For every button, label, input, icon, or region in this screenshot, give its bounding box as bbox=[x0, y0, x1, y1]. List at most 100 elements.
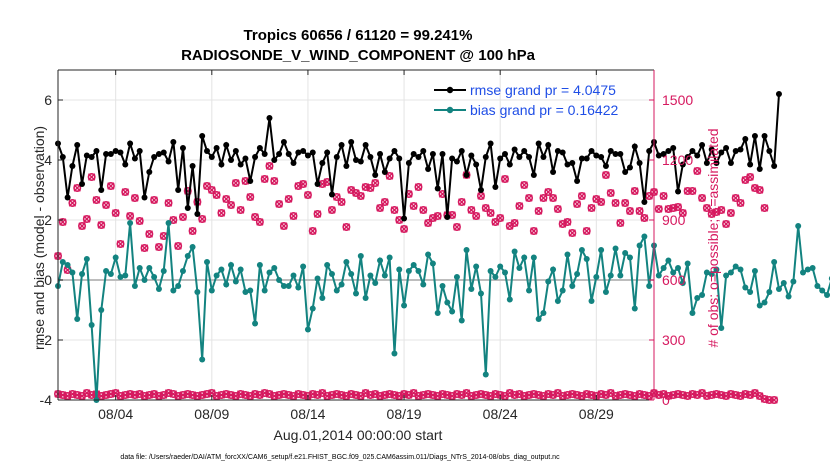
obs-count-point bbox=[111, 209, 120, 218]
bias-point bbox=[718, 325, 725, 331]
rmse-point bbox=[223, 142, 230, 148]
bias-point bbox=[136, 265, 143, 271]
rmse-point bbox=[74, 142, 81, 148]
bias-point bbox=[703, 269, 710, 276]
y-tick-label-right: 900 bbox=[662, 212, 686, 228]
obs-count-point bbox=[313, 210, 322, 219]
bias-point bbox=[593, 274, 600, 280]
rmse-point bbox=[232, 148, 239, 154]
obs-count-cross bbox=[270, 177, 278, 185]
rmse-point bbox=[545, 142, 552, 148]
obs-count-cross bbox=[506, 389, 514, 397]
obs-count-circle bbox=[97, 221, 106, 230]
bias-point bbox=[353, 290, 359, 297]
obs-count-point bbox=[150, 196, 159, 205]
rmse-point bbox=[103, 151, 110, 157]
obs-count-circle bbox=[284, 195, 293, 204]
bias-point bbox=[314, 275, 321, 282]
bias-point bbox=[554, 298, 561, 304]
obs-count-circle bbox=[289, 212, 298, 221]
rmse-point bbox=[473, 161, 480, 168]
obs-count-circle bbox=[303, 191, 312, 200]
obs-count-circle bbox=[606, 189, 615, 198]
obs-count-cross bbox=[92, 196, 101, 204]
bias-point bbox=[747, 289, 754, 295]
obs-count-circle bbox=[87, 173, 96, 182]
obs-count-circle bbox=[674, 203, 683, 212]
bias-point bbox=[112, 254, 119, 261]
rmse-point bbox=[127, 140, 134, 147]
rmse-point bbox=[665, 148, 672, 154]
rmse-point bbox=[530, 172, 537, 178]
obs-count-circle bbox=[279, 222, 288, 231]
rmse-point bbox=[155, 151, 162, 157]
rmse-point bbox=[304, 152, 311, 159]
rmse-point bbox=[641, 199, 648, 205]
bias-point bbox=[141, 277, 148, 283]
obs-count-point bbox=[154, 243, 163, 252]
obs-count-cross bbox=[770, 396, 778, 404]
obs-count-circle bbox=[236, 206, 245, 215]
obs-count-cross bbox=[217, 209, 226, 217]
rmse-point bbox=[117, 149, 124, 156]
bias-point bbox=[401, 302, 408, 309]
obs-count-cross bbox=[260, 175, 269, 183]
y-tick-label-right: 300 bbox=[662, 332, 686, 348]
rmse-point bbox=[170, 139, 177, 145]
obs-count-circle bbox=[539, 194, 548, 203]
obs-count-circle bbox=[520, 181, 529, 190]
bias-point bbox=[88, 322, 95, 328]
rmse-point bbox=[771, 163, 778, 169]
rmse-point bbox=[487, 140, 494, 147]
obs-count-point bbox=[553, 205, 562, 214]
legend: rmse grand pr = 4.0475 bias grand pr = 0.… bbox=[434, 82, 618, 118]
obs-count-point bbox=[419, 206, 428, 215]
obs-count-cross bbox=[727, 209, 735, 217]
rmse-point bbox=[271, 157, 278, 163]
y-tick-label-right: 0 bbox=[662, 392, 670, 408]
obs-count-cross bbox=[736, 199, 745, 207]
obs-count-cross bbox=[409, 202, 418, 210]
bias-point bbox=[641, 233, 648, 240]
rmse-point bbox=[59, 154, 66, 160]
obs-count-circle bbox=[265, 162, 274, 171]
obs-count-cross bbox=[107, 182, 115, 190]
y-tick-label-right: 1200 bbox=[662, 152, 693, 168]
obs-count-point bbox=[198, 215, 207, 224]
bias-point bbox=[795, 223, 802, 229]
rmse-point bbox=[458, 148, 465, 154]
obs-count-cross bbox=[131, 194, 139, 202]
obs-count-circle bbox=[198, 215, 207, 224]
rmse-point bbox=[314, 181, 321, 187]
bias-point bbox=[766, 289, 773, 295]
bias-point bbox=[261, 287, 268, 294]
obs-count-circle bbox=[371, 179, 380, 188]
obs-count-circle bbox=[217, 209, 226, 218]
obs-count-circle bbox=[246, 193, 255, 202]
bias-point bbox=[415, 268, 422, 274]
obs-count-cross bbox=[285, 195, 293, 203]
bias-point bbox=[280, 283, 287, 289]
obs-count-cross bbox=[462, 389, 471, 397]
bias-point bbox=[247, 287, 254, 294]
rmse-point bbox=[280, 139, 287, 145]
obs-count-cross bbox=[688, 187, 697, 195]
obs-count-cross bbox=[174, 242, 182, 250]
rmse-point bbox=[439, 151, 446, 157]
rmse-point bbox=[237, 161, 244, 168]
rmse-point bbox=[213, 145, 220, 151]
rmse-point bbox=[338, 142, 345, 148]
obs-count-cross bbox=[203, 182, 211, 190]
bias-point bbox=[170, 287, 177, 294]
bias-point bbox=[74, 316, 81, 322]
obs-count-cross bbox=[597, 198, 605, 206]
obs-count-cross bbox=[83, 215, 91, 223]
obs-count-cross bbox=[390, 206, 399, 214]
obs-count-circle bbox=[770, 395, 779, 404]
rmse-point bbox=[511, 146, 518, 153]
bias-point bbox=[550, 266, 557, 273]
rmse-point bbox=[607, 148, 614, 154]
bias-point bbox=[189, 244, 196, 250]
bias-point bbox=[670, 269, 677, 276]
obs-count-point bbox=[217, 209, 226, 218]
